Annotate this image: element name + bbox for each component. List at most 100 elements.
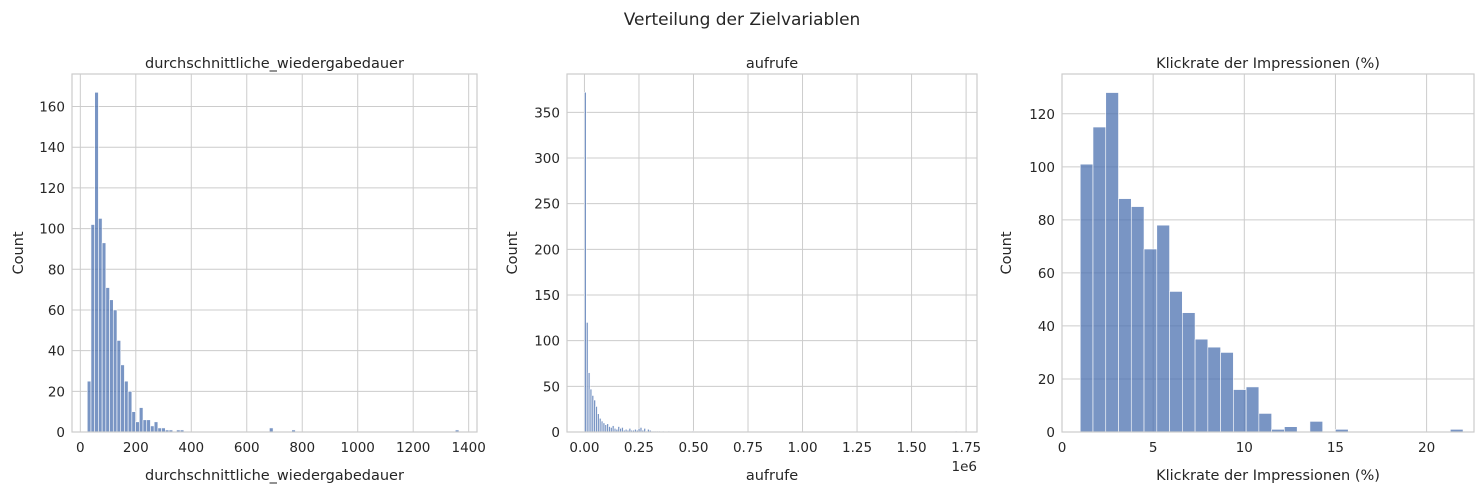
panel-3-bar	[1156, 224, 1170, 433]
panel-1-bar	[120, 364, 125, 433]
panel-1-bar	[112, 309, 118, 433]
panel-1-bar	[105, 287, 110, 433]
panel-2-ytick-label: 0	[551, 425, 560, 441]
panel-1-ytick-label: 80	[48, 262, 65, 278]
panel-3-xtick-label: 0	[1058, 440, 1067, 456]
panel-1-bar	[153, 421, 159, 433]
panel-2-ytick-label: 100	[534, 334, 560, 350]
panel-2-xtick-label: 0.75	[733, 440, 763, 456]
panel-1-frame	[71, 73, 478, 433]
panel-1-bar	[124, 380, 129, 433]
panel-1-ylabel: Count	[11, 231, 27, 274]
panel-1-bar	[101, 242, 107, 433]
panel-3-xtick-label: 5	[1149, 440, 1158, 456]
panel-1-xtick-label: 0	[76, 440, 85, 456]
panel-1-xtick-label: 800	[289, 440, 315, 456]
panel-3-xtick-label: 15	[1327, 440, 1344, 456]
panel-2-offset-label: 1e6	[952, 459, 977, 475]
panel-2-xtick-label: 1.25	[842, 440, 872, 456]
panel-2-xtick-label: 0.50	[678, 440, 708, 456]
panel-3-ytick-label: 40	[1038, 319, 1055, 335]
panel-3-bar	[1130, 206, 1145, 433]
panel-3-bar	[1169, 291, 1183, 433]
panel-2-ytick-label: 150	[534, 288, 560, 304]
panel-1-title: durchschnittliche_wiedergabedauer	[145, 56, 404, 72]
panel-1-ytick-label: 140	[39, 140, 65, 156]
panel-1-xtick-label: 1200	[396, 440, 430, 456]
panel-3-xtick-label: 10	[1236, 440, 1253, 456]
panel-1-bar	[142, 419, 148, 433]
panel-3-ytick-label: 0	[1046, 425, 1055, 441]
panel-3-bar	[1309, 421, 1323, 433]
panel-2-ylabel: Count	[505, 231, 521, 274]
panel-3-ytick-label: 60	[1038, 266, 1055, 282]
panel-2-title: aufrufe	[746, 56, 798, 72]
panel-1-bar	[146, 419, 151, 433]
panel-1-bar	[109, 299, 114, 433]
panel-3: Klickrate der Impressionen (%) Klickrate…	[999, 56, 1475, 484]
panel-1-bar	[157, 427, 162, 433]
panel-1-ytick-label: 40	[48, 344, 65, 360]
panel-3-bar	[1207, 346, 1221, 433]
panel-3-bar	[1092, 126, 1107, 433]
panel-3-bar	[1245, 386, 1260, 433]
panel-3-ytick-label: 120	[1029, 107, 1055, 123]
panel-1-bar	[161, 427, 166, 433]
panel-1-bar	[94, 92, 99, 433]
panel-3-bar	[1194, 338, 1209, 433]
panel-3-ytick-label: 100	[1029, 160, 1055, 176]
panel-1-xtick-label: 1400	[451, 440, 485, 456]
panel-3-title: Klickrate der Impressionen (%)	[1156, 56, 1380, 72]
panel-2-xtick-label: 1.50	[897, 440, 927, 456]
panel-3-ytick-label: 80	[1038, 213, 1055, 229]
panel-2-ytick-label: 200	[534, 242, 560, 258]
panel-1-ytick-label: 120	[39, 181, 65, 197]
panel-2-ytick-label: 300	[534, 151, 560, 167]
panel-1-bar	[116, 340, 122, 433]
panel-3-frame	[1061, 73, 1475, 433]
panel-2-frame	[566, 73, 978, 433]
panel-2-xtick-label: 0.25	[624, 440, 654, 456]
panel-2-xtick-label: 1.00	[788, 440, 818, 456]
panel-1-bar	[269, 427, 274, 433]
panel-1-bar	[150, 425, 155, 433]
panel-3-bar	[1284, 426, 1298, 433]
panel-1-bar	[98, 218, 103, 433]
panel-1-xtick-label: 200	[123, 440, 149, 456]
panel-3-xtick-label: 20	[1418, 440, 1435, 456]
panel-2-xtick-label: 0.00	[569, 440, 599, 456]
panel-1-bar	[86, 380, 92, 433]
panel-2-ytick-label: 350	[534, 105, 560, 121]
panel-3-bar	[1118, 198, 1132, 433]
panel-1: durchschnittliche_wiedergabedauer durchs…	[11, 56, 486, 484]
panel-2: aufrufe aufrufe Count 1e6 0 50 100 150 200 25…	[505, 56, 981, 484]
panel-1-ytick-label: 20	[48, 384, 65, 400]
panel-1-ytick-label: 160	[39, 100, 65, 116]
panel-1-xtick-label: 1000	[341, 440, 375, 456]
panel-1-ytick-label: 60	[48, 303, 65, 319]
panel-1-bar	[135, 421, 140, 433]
panel-3-bar	[1182, 312, 1196, 433]
panel-3-bar	[1143, 248, 1158, 433]
panel-1-ytick-label: 0	[56, 425, 65, 441]
panel-3-ytick-label: 20	[1038, 372, 1055, 388]
panel-3-bar	[1079, 163, 1094, 433]
panel-1-bar	[131, 411, 136, 433]
panel-3-bar	[1233, 389, 1247, 433]
panel-1-bar	[90, 224, 95, 433]
panel-1-ytick-label: 100	[39, 222, 65, 238]
panel-1-xlabel: durchschnittliche_wiedergabedauer	[145, 468, 404, 484]
figure-suptitle: Verteilung der Zielvariablen	[624, 10, 861, 30]
panel-3-ylabel: Count	[999, 231, 1015, 274]
panel-3-xlabel: Klickrate der Impressionen (%)	[1156, 468, 1380, 484]
panel-3-bar	[1105, 92, 1119, 433]
panel-1-bar	[138, 407, 144, 433]
panel-1-xtick-label: 400	[178, 440, 204, 456]
panel-3-bar	[1220, 352, 1234, 433]
panel-1-bar	[127, 391, 133, 433]
panel-2-xlabel: aufrufe	[746, 468, 798, 484]
panel-2-xtick-label: 1.75	[951, 440, 981, 456]
panel-2-ytick-label: 50	[543, 379, 560, 395]
panel-2-ytick-label: 250	[534, 197, 560, 213]
